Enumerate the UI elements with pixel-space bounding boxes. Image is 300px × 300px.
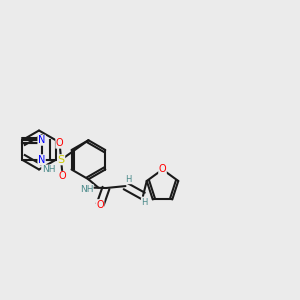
- Text: O: O: [56, 138, 63, 148]
- Text: S: S: [58, 155, 65, 165]
- Text: O: O: [59, 171, 66, 181]
- Text: NH: NH: [42, 165, 55, 174]
- Text: H: H: [141, 198, 148, 207]
- Text: H: H: [125, 175, 132, 184]
- Text: N: N: [38, 155, 45, 165]
- Text: O: O: [96, 200, 104, 210]
- Text: N: N: [38, 135, 45, 145]
- Text: O: O: [159, 164, 166, 175]
- Text: NH: NH: [80, 184, 93, 194]
